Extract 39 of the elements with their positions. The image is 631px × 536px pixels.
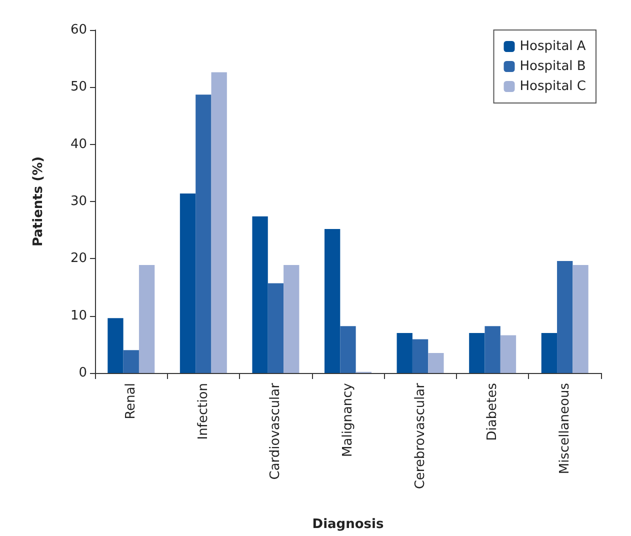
- bar: [196, 94, 212, 373]
- bar: [252, 216, 268, 373]
- legend-label: Hospital C: [520, 79, 586, 94]
- y-tick-label: 30: [70, 194, 87, 209]
- bar: [396, 332, 412, 373]
- x-tick-label: Malignancy: [340, 382, 356, 457]
- bar: [268, 283, 284, 373]
- bar: [138, 264, 155, 373]
- x-tick-label: Diabetes: [485, 382, 500, 441]
- bar: [500, 335, 516, 373]
- y-axis-title: Patients (%): [31, 156, 46, 247]
- y-tick-label: 40: [70, 136, 87, 152]
- legend-label: Hospital A: [520, 39, 586, 54]
- y-tick-label: 20: [70, 251, 87, 266]
- x-tick-label: Cerebrovascular: [412, 382, 428, 490]
- bar: [340, 326, 356, 373]
- bar: [428, 352, 444, 373]
- bar: [469, 332, 485, 373]
- y-tick-label: 0: [78, 366, 87, 380]
- y-tick-label: 10: [70, 308, 87, 324]
- bar: [557, 260, 573, 373]
- y-tick-label: 50: [70, 80, 87, 95]
- legend-label: Hospital B: [520, 59, 586, 74]
- bar: [484, 326, 500, 373]
- bar: [324, 228, 340, 373]
- bar: [412, 339, 428, 373]
- x-tick-label: Cardiovascular: [268, 382, 284, 480]
- y-tick-label: 60: [70, 22, 87, 38]
- bar: [211, 72, 227, 373]
- x-tick-label: Miscellaneous: [557, 382, 572, 474]
- bar: [284, 264, 300, 373]
- x-tick-label: Renal: [124, 383, 139, 420]
- bar: [541, 332, 558, 373]
- x-axis-title: Diagnosis: [312, 517, 384, 532]
- bar: [572, 264, 588, 373]
- x-tick-label: Infection: [196, 383, 211, 440]
- bar: [123, 350, 139, 373]
- bar: [180, 193, 196, 373]
- bar: [108, 318, 124, 373]
